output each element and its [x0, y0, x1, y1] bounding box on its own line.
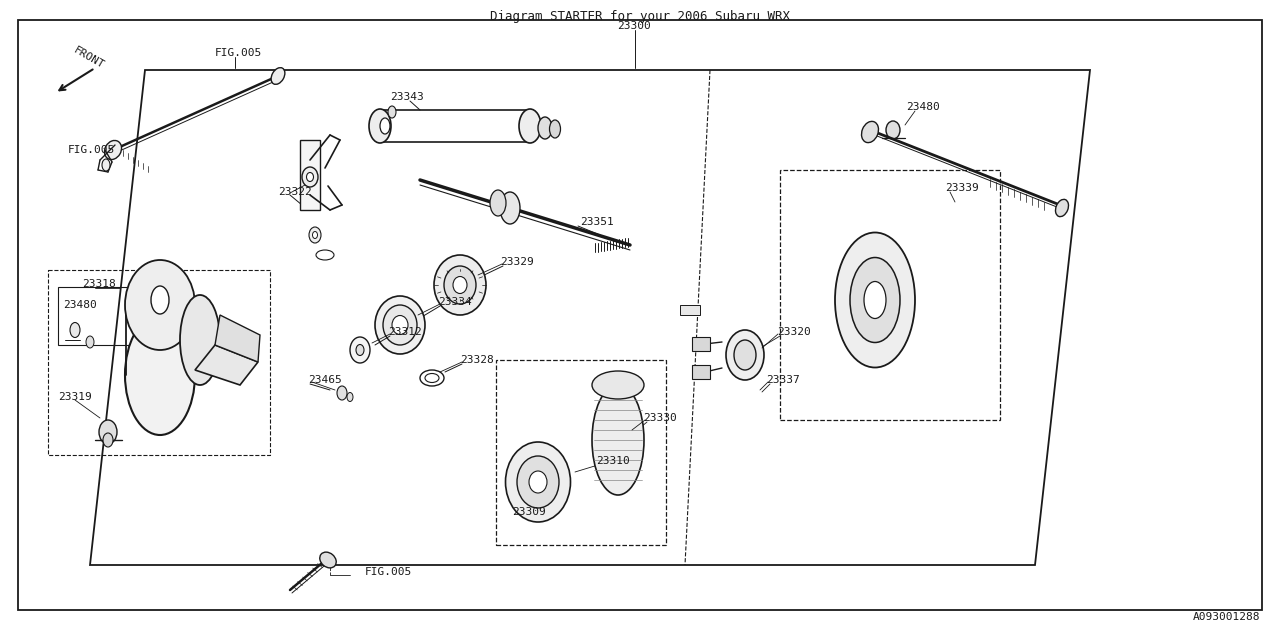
Text: 23329: 23329 [500, 257, 534, 267]
Text: 23480: 23480 [63, 300, 97, 310]
Ellipse shape [125, 315, 195, 435]
Text: 23465: 23465 [308, 375, 342, 385]
Text: A093001288: A093001288 [1193, 612, 1260, 622]
Bar [692, 365, 710, 379]
Polygon shape [195, 345, 259, 385]
Ellipse shape [105, 140, 122, 159]
Ellipse shape [835, 232, 915, 367]
Polygon shape [300, 140, 320, 210]
Ellipse shape [864, 282, 886, 319]
Text: 23309: 23309 [512, 507, 545, 517]
Text: 23343: 23343 [390, 92, 424, 102]
Ellipse shape [125, 260, 195, 350]
Ellipse shape [538, 117, 552, 139]
Ellipse shape [151, 286, 169, 314]
Bar [780, 170, 1000, 420]
Ellipse shape [375, 296, 425, 354]
Text: 23480: 23480 [906, 102, 940, 112]
Ellipse shape [529, 471, 547, 493]
Text: FRONT: FRONT [72, 45, 106, 71]
Ellipse shape [886, 121, 900, 139]
Ellipse shape [369, 109, 390, 143]
Ellipse shape [591, 385, 644, 495]
Text: 23322: 23322 [278, 187, 312, 197]
Ellipse shape [517, 456, 559, 508]
Ellipse shape [1056, 199, 1069, 217]
Text: 23330: 23330 [643, 413, 677, 423]
Text: 23312: 23312 [388, 327, 421, 337]
Ellipse shape [320, 552, 337, 568]
Ellipse shape [383, 305, 417, 345]
Ellipse shape [434, 255, 486, 315]
Ellipse shape [347, 392, 353, 401]
Text: Diagram STARTER for your 2006 Subaru WRX: Diagram STARTER for your 2006 Subaru WRX [490, 10, 790, 23]
Ellipse shape [302, 167, 317, 187]
Ellipse shape [453, 276, 467, 294]
Bar [680, 305, 700, 315]
Polygon shape [215, 315, 260, 362]
Text: 23318: 23318 [82, 279, 115, 289]
Text: 23351: 23351 [580, 217, 613, 227]
Text: FIG.005: FIG.005 [365, 567, 412, 577]
Ellipse shape [726, 330, 764, 380]
Bar [58, 287, 168, 345]
Ellipse shape [102, 159, 110, 171]
Ellipse shape [180, 295, 220, 385]
Ellipse shape [500, 192, 520, 224]
Ellipse shape [850, 257, 900, 342]
Text: 23300: 23300 [617, 21, 650, 31]
Ellipse shape [733, 340, 756, 370]
Text: FIG.005: FIG.005 [68, 145, 115, 155]
Ellipse shape [388, 106, 396, 118]
Text: 23319: 23319 [58, 392, 92, 402]
Ellipse shape [380, 118, 390, 134]
Ellipse shape [102, 433, 113, 447]
Ellipse shape [312, 232, 317, 239]
Text: 23339: 23339 [945, 183, 979, 193]
Ellipse shape [99, 420, 116, 444]
Text: 23328: 23328 [460, 355, 494, 365]
Ellipse shape [444, 266, 476, 304]
Bar [692, 337, 710, 351]
Ellipse shape [861, 122, 878, 143]
Ellipse shape [306, 173, 314, 182]
Ellipse shape [518, 109, 541, 143]
Ellipse shape [271, 68, 285, 84]
Text: 23310: 23310 [596, 456, 630, 466]
Bar [497, 360, 666, 545]
Ellipse shape [506, 442, 571, 522]
Text: 23337: 23337 [765, 375, 800, 385]
Ellipse shape [337, 386, 347, 400]
Text: 23320: 23320 [777, 327, 810, 337]
Ellipse shape [349, 337, 370, 363]
Ellipse shape [308, 227, 321, 243]
Ellipse shape [591, 371, 644, 399]
Ellipse shape [490, 190, 506, 216]
Ellipse shape [356, 344, 364, 355]
Text: FIG.005: FIG.005 [215, 48, 262, 58]
Ellipse shape [70, 323, 79, 337]
Ellipse shape [86, 336, 93, 348]
Text: 23334: 23334 [438, 297, 472, 307]
Ellipse shape [392, 316, 408, 335]
Ellipse shape [549, 120, 561, 138]
